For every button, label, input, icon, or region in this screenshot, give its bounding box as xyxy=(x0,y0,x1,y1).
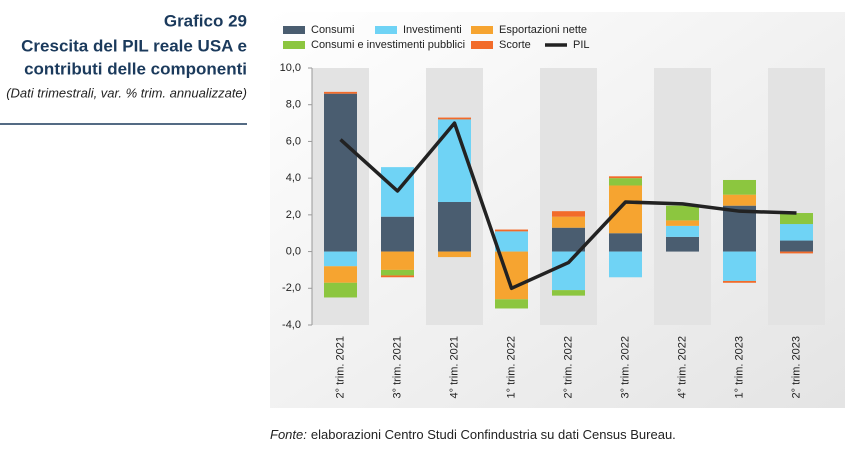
chart-title: contributi delle componenti xyxy=(24,59,247,78)
legend-swatch xyxy=(375,26,397,34)
bar-segment xyxy=(381,269,414,276)
bar-segment xyxy=(723,194,756,206)
legend-label: Consumi xyxy=(311,24,354,36)
y-tick-label: -4,0 xyxy=(282,319,301,331)
legend-label: Scorte xyxy=(499,39,531,51)
bar-segment xyxy=(609,251,642,278)
y-tick-label: 4,0 xyxy=(286,172,301,184)
chart-number: Grafico 29 xyxy=(164,11,247,30)
bar-segment xyxy=(723,179,756,195)
legend-label: PIL xyxy=(573,39,590,51)
x-tick-label: 4° trim. 2022 xyxy=(676,336,688,398)
y-tick-label: -2,0 xyxy=(282,282,301,294)
legend-swatch xyxy=(471,26,493,34)
bar-segment xyxy=(666,236,699,252)
bar-segment xyxy=(438,117,471,120)
bar-segment xyxy=(324,282,357,298)
bar-segment xyxy=(495,231,528,252)
legend-label: Esportazioni nette xyxy=(499,24,587,36)
y-tick-label: 0,0 xyxy=(286,245,301,257)
legend-swatch xyxy=(471,41,493,49)
bar-segment xyxy=(609,185,642,234)
y-tick-label: 8,0 xyxy=(286,99,301,111)
bar-segment xyxy=(666,225,699,237)
y-tick-label: 6,0 xyxy=(286,135,301,147)
bar-segment xyxy=(780,213,813,225)
bar-segment xyxy=(438,251,471,258)
chart-title: Crescita del PIL reale USA e xyxy=(21,36,247,55)
bar-segment xyxy=(381,251,414,270)
y-tick-label: 10,0 xyxy=(280,62,301,74)
bar-segment xyxy=(438,202,471,252)
bar-segment xyxy=(324,93,357,252)
bar-segment xyxy=(495,229,528,232)
bar-segment xyxy=(324,251,357,267)
x-tick-label: 3° trim. 2022 xyxy=(619,336,631,398)
line xyxy=(339,121,797,291)
bar-segment xyxy=(381,216,414,252)
legend-swatch xyxy=(283,41,305,49)
bar-segment xyxy=(324,266,357,283)
x-tick-label: 3° trim. 2021 xyxy=(391,336,403,398)
bar-segment xyxy=(666,205,699,221)
bar-segment xyxy=(609,176,642,179)
band-shade xyxy=(654,68,711,325)
bar-segment xyxy=(552,211,585,217)
legend-label: Consumi e investimenti pubblici xyxy=(311,39,465,51)
bar-segment xyxy=(780,224,813,241)
source-label: Fonte: xyxy=(270,427,307,442)
bar-segment xyxy=(552,227,585,252)
x-tick-label: 2° trim. 2021 xyxy=(334,336,346,398)
x-tick-label: 2° trim. 2022 xyxy=(562,336,574,398)
bar-segment xyxy=(723,280,756,283)
bar-segment xyxy=(780,251,813,254)
x-tick-label: 2° trim. 2023 xyxy=(790,336,802,398)
bar-segment xyxy=(381,275,414,278)
bar-segment xyxy=(723,251,756,281)
x-tick-label: 1° trim. 2023 xyxy=(733,336,745,398)
bar-segment xyxy=(723,205,756,252)
legend-label: Investimenti xyxy=(403,24,462,36)
bar-segment xyxy=(609,178,642,186)
band-shade xyxy=(768,68,825,325)
bar-segment xyxy=(552,251,585,291)
legend-swatch xyxy=(283,26,305,34)
bar-segment xyxy=(609,233,642,252)
y-tick-label: 2,0 xyxy=(286,209,301,221)
x-tick-label: 4° trim. 2021 xyxy=(448,336,460,398)
source: Fonte: elaborazioni Centro Studi Confindu… xyxy=(270,427,676,442)
bar-segment xyxy=(495,299,528,309)
source-text: elaborazioni Centro Studi Confindustria … xyxy=(311,427,676,442)
bar-segment xyxy=(666,220,699,226)
bar-segment xyxy=(552,216,585,228)
x-tick-label: 1° trim. 2022 xyxy=(505,336,517,398)
bar-segment xyxy=(324,91,357,94)
bar-segment xyxy=(438,119,471,203)
chart-subtitle: (Dati trimestrali, var. % trim. annualiz… xyxy=(6,85,247,100)
bar-segment xyxy=(552,290,585,296)
bar-segment xyxy=(780,240,813,252)
